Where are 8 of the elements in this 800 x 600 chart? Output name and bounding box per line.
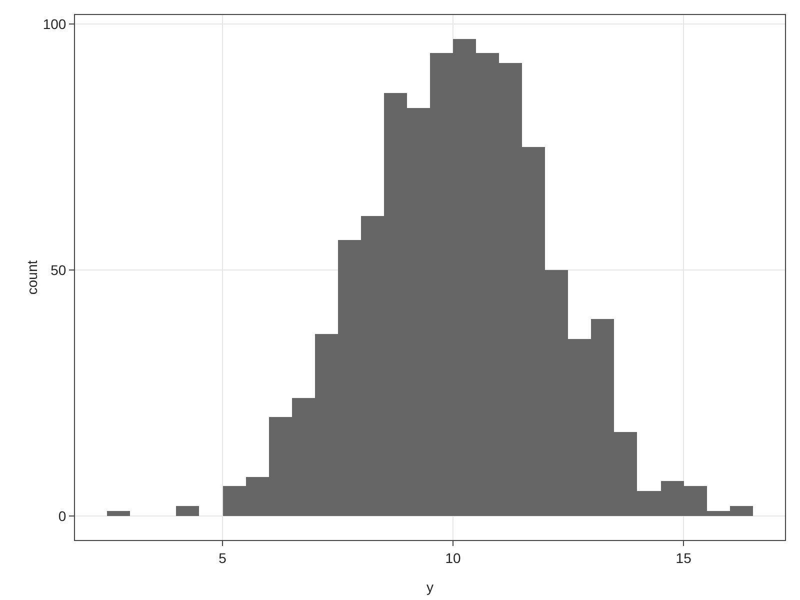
x-tick-label: 5 [218, 550, 227, 566]
x-axis-title: y [426, 579, 434, 595]
y-tick-label: 100 [42, 16, 66, 32]
x-tick-label: 15 [676, 550, 692, 566]
y-tick-label: 0 [58, 508, 66, 524]
x-tick-label: 10 [445, 550, 462, 566]
y-axis-title: count [24, 260, 40, 295]
y-tick-label: 50 [50, 262, 66, 278]
